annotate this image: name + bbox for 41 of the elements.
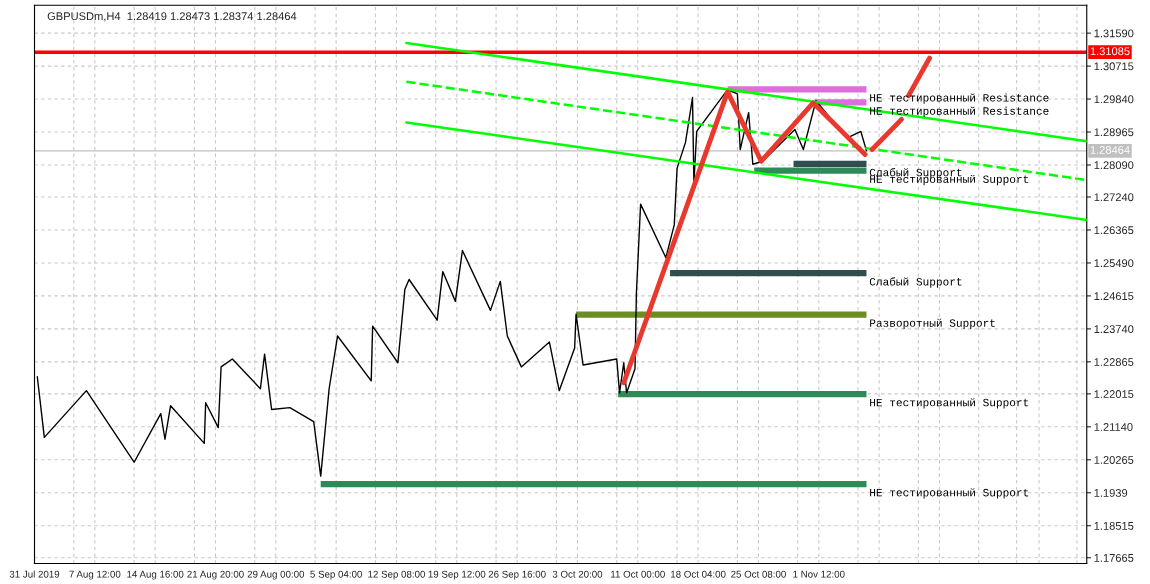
x-tick-label: 19 Sep 12:00	[428, 570, 486, 580]
y-tick-label: 1.28090	[1094, 161, 1134, 170]
x-tick-label: 5 Sep 04:00	[310, 570, 362, 580]
x-tick-label: 25 Oct 08:00	[731, 570, 786, 578]
x-tick-label: 7 Aug 12:00	[69, 570, 121, 580]
y-tick-label: 1.17665	[1094, 553, 1134, 562]
y-tick-label: 1.23740	[1094, 325, 1134, 333]
y-tick-label: 1.25490	[1094, 259, 1134, 268]
x-tick-label: 21 Aug 20:00	[187, 570, 244, 580]
ref-line-label: 1.31085	[1090, 47, 1130, 56]
x-tick-label: 12 Sep 08:00	[368, 570, 426, 580]
x-tick-label: 29 Aug 00:00	[247, 570, 305, 580]
line-series	[621, 89, 868, 386]
y-tick-label: 1.21140	[1094, 423, 1133, 431]
x-tick-label: 3 Oct 20:00	[552, 570, 603, 578]
series-label: НЕ тестированный Resistance	[870, 93, 1049, 104]
y-tick-label: 1.28965	[1094, 128, 1134, 137]
series-label: НЕ тестированный Support	[870, 398, 1029, 409]
x-tick-label: 1 Nov 12:00	[793, 570, 845, 578]
y-tick-label: 1.27240	[1094, 193, 1134, 202]
ref-line-label: 1.28464	[1090, 146, 1130, 154]
y-tick-label: 1.22865	[1094, 358, 1134, 366]
x-tick-label: 14 Aug 16:00	[127, 570, 184, 580]
series-label: НЕ тестированный Support	[870, 488, 1029, 499]
y-tick-label: 1.24615	[1094, 292, 1134, 301]
x-tick-label: 26 Sep 16:00	[488, 570, 546, 580]
y-tick-label: 1.1939	[1094, 489, 1128, 497]
series-label: Разворотный Support	[870, 318, 995, 330]
text: GBPUSDm,H4 1.28419 1.28473 1.28374 1.28464	[47, 12, 297, 22]
y-tick-label: 1.20265	[1094, 456, 1134, 464]
x-tick-label: 18 Oct 04:00	[671, 570, 726, 578]
y-tick-label: 1.31590	[1094, 29, 1134, 38]
x-tick-label: 31 Jul 2019	[9, 570, 60, 578]
line-series	[36, 88, 868, 477]
y-tick-label: 1.18515	[1094, 521, 1134, 530]
x-tick-label: 11 Oct 00:00	[611, 570, 665, 578]
y-tick-label: 1.30715	[1094, 62, 1134, 71]
y-tick-label: 1.26365	[1094, 226, 1134, 235]
y-tick-label: 1.29840	[1094, 95, 1134, 104]
series-label: Слабый Support	[869, 277, 962, 288]
y-tick-label: 1.22015	[1094, 390, 1134, 398]
